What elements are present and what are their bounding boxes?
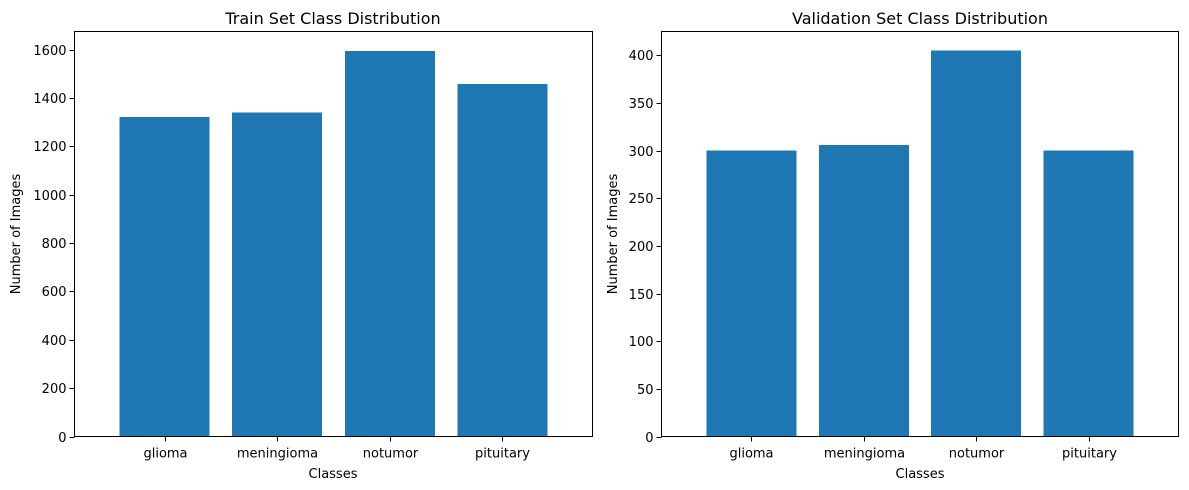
train-bar-meningioma <box>232 112 323 437</box>
validation-x-ticks: glioma meningioma notumor pituitary <box>729 436 1117 462</box>
validation-x-tick-label-meningioma: meningioma <box>824 447 905 462</box>
validation-x-tick-label-notumor: notumor <box>949 447 1005 462</box>
train-y-axis-label: Number of Images <box>9 174 24 295</box>
train-chart: Train Set Class Distribution 0 200 400 600 8… <box>9 9 593 482</box>
train-y-tick-label: 400 <box>42 334 67 349</box>
validation-y-tick-label: 50 <box>637 383 654 398</box>
validation-y-tick-label: 200 <box>629 240 654 255</box>
validation-bar-meningioma <box>818 144 909 437</box>
validation-bar-glioma <box>706 150 797 437</box>
validation-chart-title: Validation Set Class Distribution <box>792 9 1048 28</box>
train-x-tick-label-meningioma: meningioma <box>237 447 318 462</box>
validation-y-tick-label: 0 <box>645 431 653 446</box>
validation-y-ticks: 0 50 100 150 200 250 300 350 400 <box>629 49 662 446</box>
validation-y-tick-label: 250 <box>629 192 654 207</box>
train-x-axis-label: Classes <box>309 467 358 482</box>
train-y-tick-label: 600 <box>42 285 67 300</box>
train-x-ticks: glioma meningioma notumor pituitary <box>143 436 530 462</box>
validation-y-tick-label: 350 <box>629 97 654 112</box>
validation-bar-notumor <box>931 50 1022 437</box>
validation-plot-frame <box>661 31 1179 437</box>
validation-y-tick-label: 100 <box>629 335 654 350</box>
validation-x-tick-label-glioma: glioma <box>729 447 773 462</box>
train-y-ticks: 0 200 400 600 800 1000 1200 1400 1600 <box>33 44 75 446</box>
train-y-tick-label: 1000 <box>33 189 66 204</box>
train-y-tick-label: 1600 <box>33 44 66 59</box>
validation-y-axis-label: Number of Images <box>606 174 621 295</box>
train-y-tick-label: 1400 <box>33 92 66 107</box>
train-plot-frame <box>74 31 593 437</box>
validation-y-tick-label: 400 <box>629 49 654 64</box>
validation-x-axis-label: Classes <box>896 467 945 482</box>
train-x-tick-label-notumor: notumor <box>363 447 419 462</box>
train-y-tick-label: 1200 <box>33 140 66 155</box>
validation-x-tick-label-pituitary: pituitary <box>1062 447 1117 462</box>
validation-bars <box>706 50 1134 437</box>
train-bar-glioma <box>119 117 210 437</box>
train-y-tick-label: 0 <box>58 431 66 446</box>
train-chart-title: Train Set Class Distribution <box>224 9 440 28</box>
train-bars <box>119 50 548 437</box>
train-x-tick-label-glioma: glioma <box>143 447 187 462</box>
train-bar-notumor <box>344 50 435 437</box>
validation-y-tick-label: 300 <box>629 145 654 160</box>
validation-y-tick-label: 150 <box>629 288 654 303</box>
train-bar-pituitary <box>457 84 548 437</box>
train-y-tick-label: 800 <box>42 237 67 252</box>
validation-chart: Validation Set Class Distribution 0 50 100… <box>606 9 1179 482</box>
train-y-tick-label: 200 <box>42 382 67 397</box>
validation-bar-pituitary <box>1043 150 1134 437</box>
train-x-tick-label-pituitary: pituitary <box>475 447 530 462</box>
